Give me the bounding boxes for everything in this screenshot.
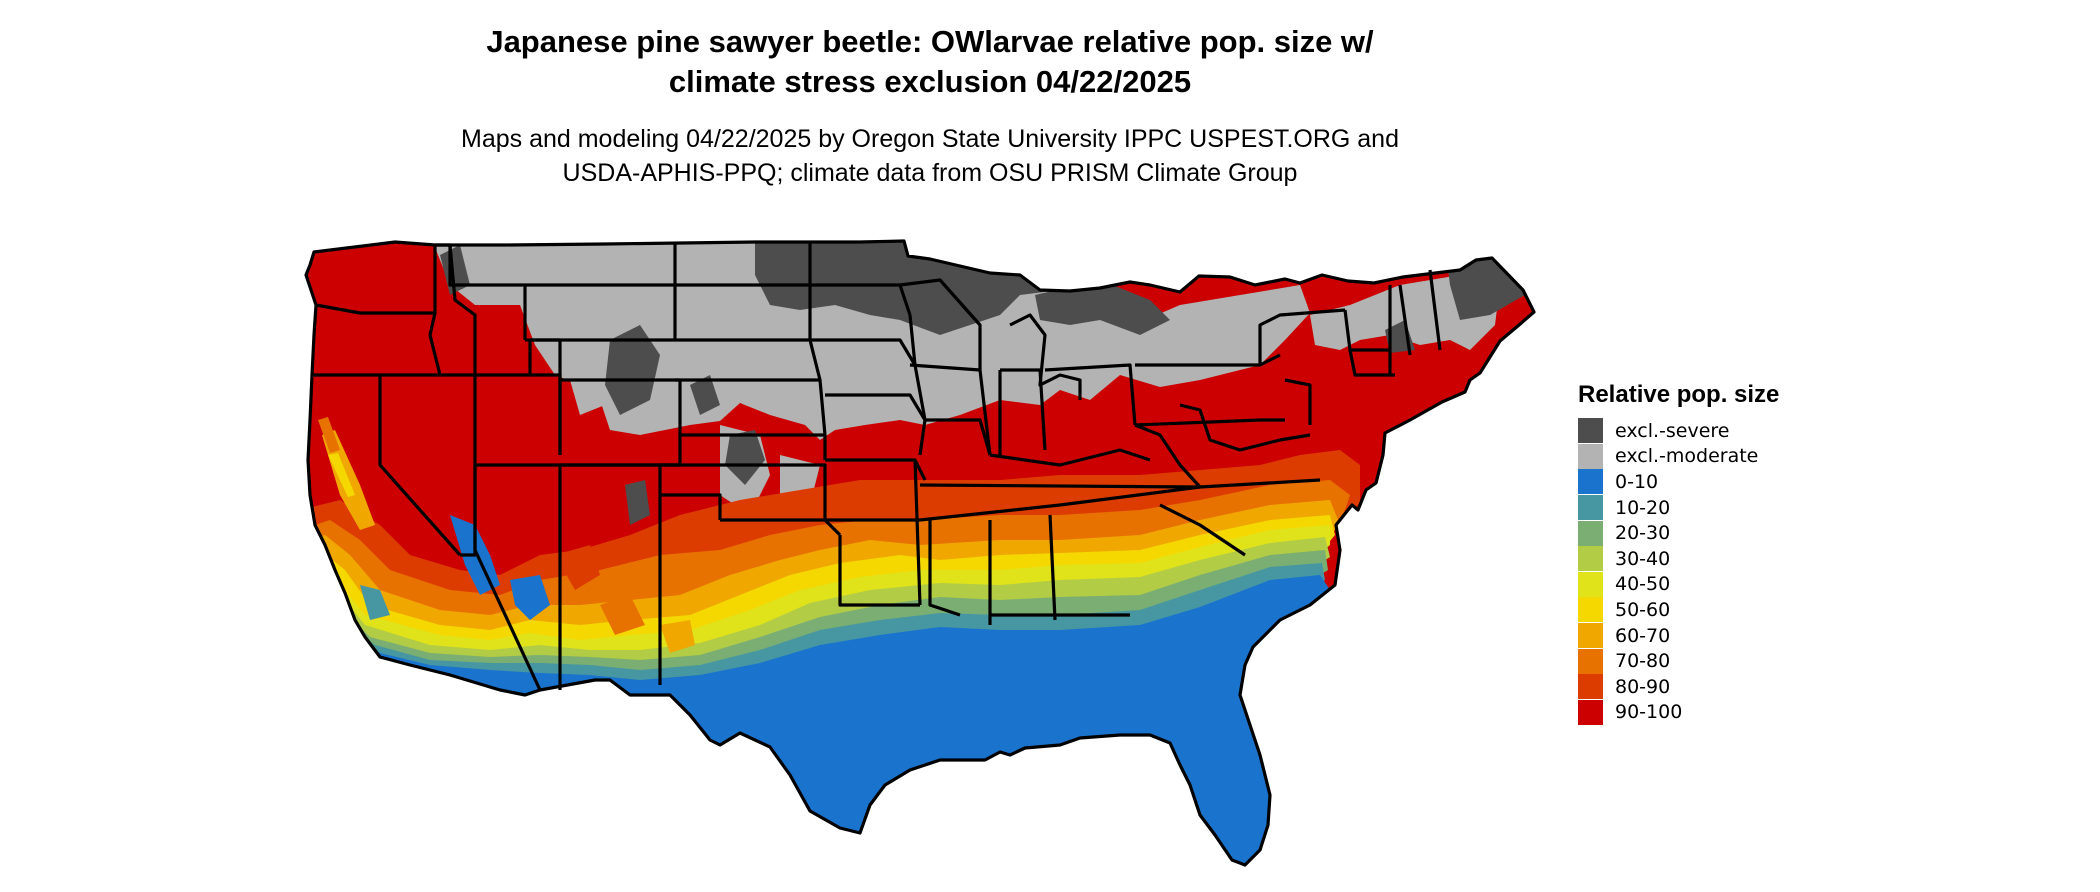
us-map	[304, 239, 1536, 867]
legend-swatch	[1578, 520, 1603, 546]
legend-item-10-20: 10-20	[1578, 495, 1878, 521]
legend-swatch	[1578, 546, 1603, 572]
legend-swatch	[1578, 648, 1603, 674]
legend-item-90-100: 90-100	[1578, 699, 1878, 726]
legend-label: 0-10	[1615, 470, 1659, 493]
legend-swatch	[1578, 623, 1603, 649]
legend: Relative pop. size excl.-severe excl.-mo…	[1578, 380, 1878, 725]
map-title-line-2: climate stress exclusion 04/22/2025	[668, 64, 1192, 99]
legend-swatch	[1578, 699, 1603, 725]
legend-item-80-90: 80-90	[1578, 674, 1878, 700]
legend-swatch	[1578, 418, 1603, 444]
legend-label: 80-90	[1615, 675, 1671, 698]
legend-swatch	[1578, 495, 1603, 521]
map-subtitle-line-1: Maps and modeling 04/22/2025 by Oregon S…	[461, 125, 1399, 153]
map-title: Japanese pine sawyer beetle: OWlarvae re…	[0, 22, 1860, 102]
legend-item-60-70: 60-70	[1578, 623, 1878, 649]
legend-item-70-80: 70-80	[1578, 648, 1878, 674]
legend-label: 40-50	[1615, 573, 1671, 596]
legend-title: Relative pop. size	[1578, 381, 1780, 408]
legend-label: excl.-severe	[1615, 419, 1730, 442]
legend-label: 90-100	[1615, 701, 1683, 724]
legend-label: 30-40	[1615, 547, 1671, 570]
legend-label: 10-20	[1615, 496, 1671, 519]
map-title-line-1: Japanese pine sawyer beetle: OWlarvae re…	[486, 24, 1374, 59]
legend-swatch	[1578, 443, 1603, 469]
map-subtitle-line-2: USDA-APHIS-PPQ; climate data from OSU PR…	[562, 159, 1298, 187]
legend-label: excl.-moderate	[1615, 445, 1759, 468]
legend-item-40-50: 40-50	[1578, 571, 1878, 598]
legend-item-20-30: 20-30	[1578, 520, 1878, 546]
legend-swatch	[1578, 571, 1603, 597]
legend-item-0-10: 0-10	[1578, 469, 1878, 495]
legend-item-50-60: 50-60	[1578, 597, 1878, 623]
legend-item-excl-moderate: excl.-moderate	[1578, 443, 1878, 470]
legend-swatch	[1578, 597, 1603, 623]
legend-swatch	[1578, 674, 1603, 700]
legend-swatch	[1578, 469, 1603, 495]
legend-item-excl-severe: excl.-severe	[1578, 418, 1878, 444]
map-subtitle: Maps and modeling 04/22/2025 by Oregon S…	[0, 122, 1860, 190]
legend-item-30-40: 30-40	[1578, 546, 1878, 572]
legend-label: 20-30	[1615, 522, 1671, 545]
legend-label: 50-60	[1615, 598, 1671, 621]
legend-label: 70-80	[1615, 650, 1671, 673]
legend-label: 60-70	[1615, 624, 1671, 647]
